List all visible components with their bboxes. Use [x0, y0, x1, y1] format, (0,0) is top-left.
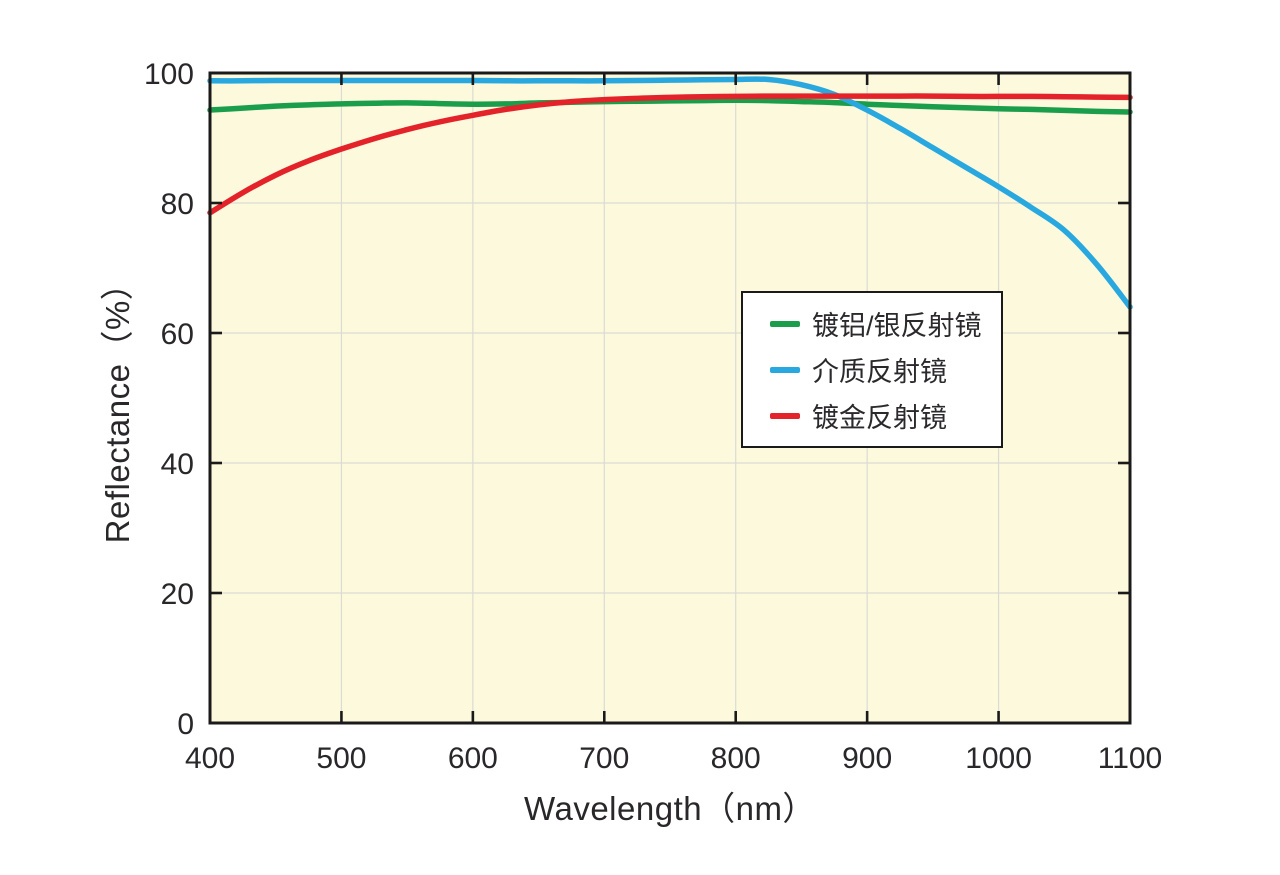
svg-text:700: 700	[579, 742, 629, 775]
svg-text:40: 40	[161, 448, 194, 481]
legend-label: 镀金反射镜	[812, 403, 947, 433]
legend-item-gold-mirror: 镀金反射镜	[770, 396, 1001, 435]
svg-text:80: 80	[161, 188, 194, 221]
svg-text:600: 600	[448, 742, 498, 775]
series-line-0	[207, 97, 1133, 115]
series-line-1	[207, 76, 1133, 310]
svg-text:1100: 1100	[1098, 742, 1163, 775]
svg-text:0: 0	[177, 708, 194, 741]
svg-text:100: 100	[144, 58, 194, 91]
svg-text:400: 400	[185, 742, 235, 775]
legend-item-dielectric-mirror: 介质反射镜	[770, 350, 1001, 389]
legend-label: 介质反射镜	[812, 357, 947, 387]
axes-box	[208, 71, 1132, 725]
series-line-2	[207, 93, 1133, 216]
x-axis-title: Wavelength（nm）	[524, 790, 816, 827]
legend-swatch-blue	[770, 366, 800, 373]
svg-text:500: 500	[316, 742, 366, 775]
legend-box: 镀铝/银反射镜 介质反射镜 镀金反射镜	[741, 291, 1003, 448]
legend-label: 镀铝/银反射镜	[812, 311, 982, 341]
svg-text:20: 20	[161, 578, 194, 611]
y-tick-labels: 0 20 40 60 80 100	[144, 58, 194, 741]
svg-text:800: 800	[711, 742, 761, 775]
svg-text:1000: 1000	[965, 742, 1032, 775]
y-axis-title: Reflectance（%）	[99, 266, 136, 544]
svg-text:900: 900	[842, 742, 892, 775]
legend-swatch-green	[770, 320, 800, 327]
svg-text:60: 60	[161, 318, 194, 351]
legend-item-al-ag-mirror: 镀铝/银反射镜	[770, 304, 1001, 343]
legend-swatch-red	[770, 412, 800, 419]
x-tick-labels: 400 500 600 700 800 900 1000 1100	[185, 742, 1162, 775]
